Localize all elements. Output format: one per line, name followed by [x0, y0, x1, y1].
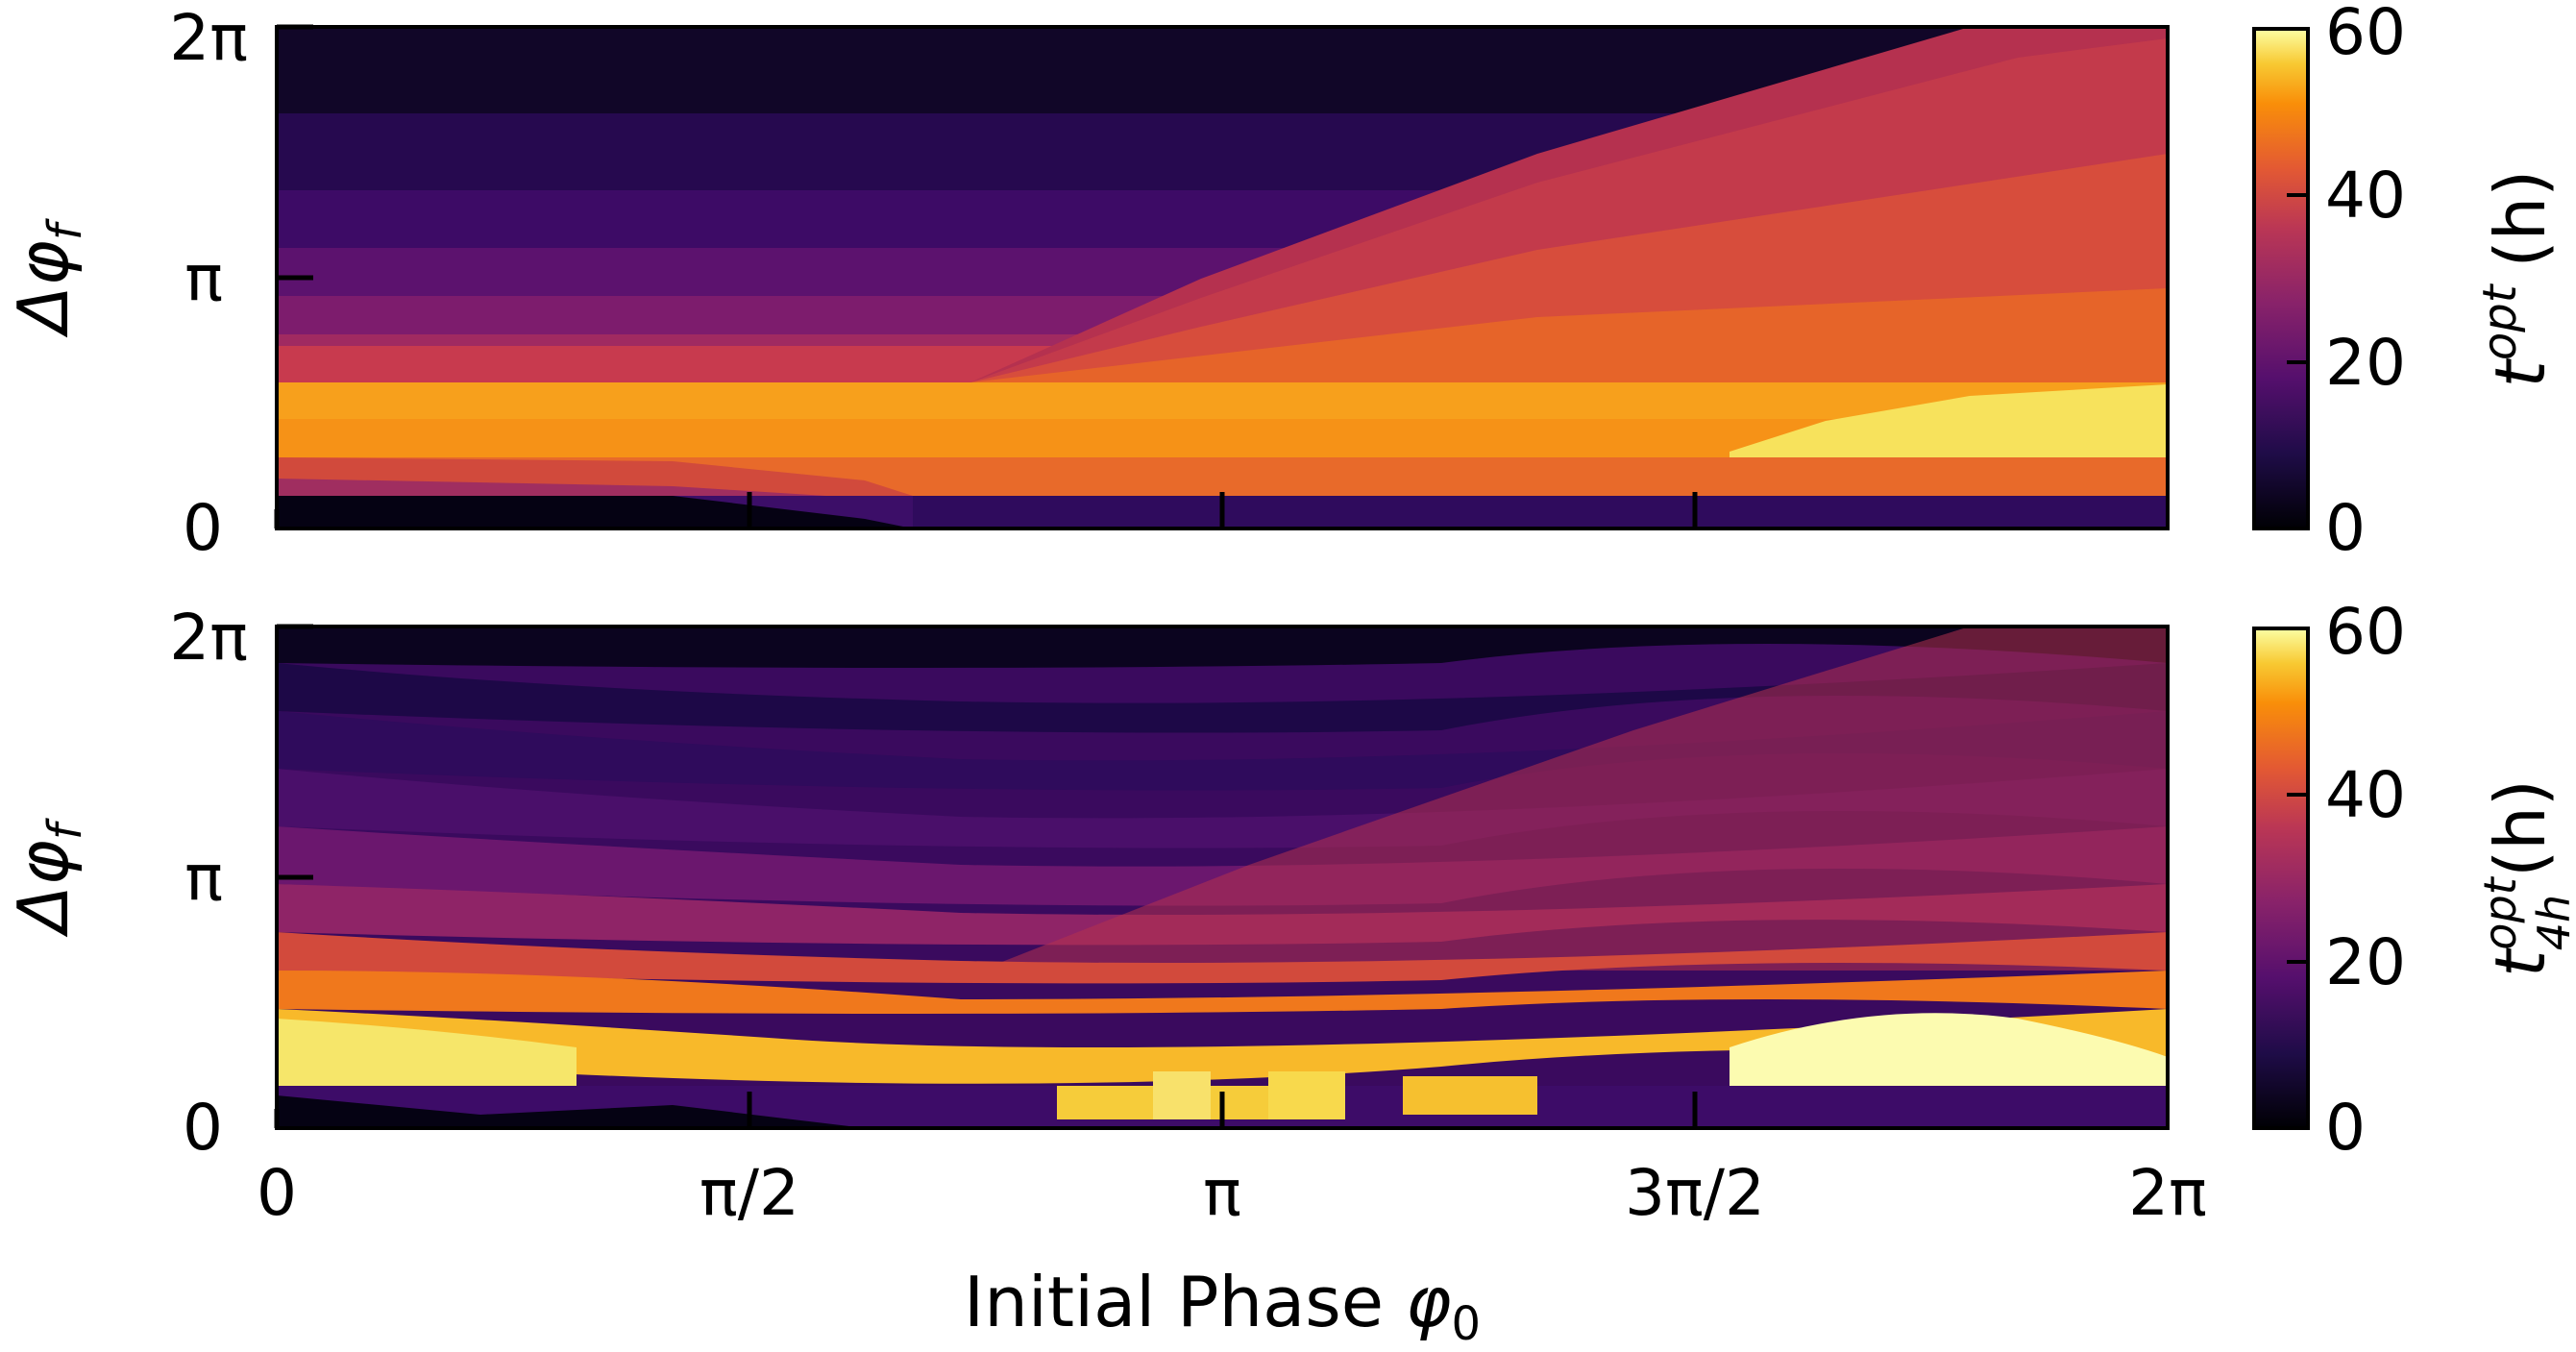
x-axis-title-text: Initial Phase — [964, 1262, 1406, 1342]
top-heatmap-panel: 0 π 2π Δφf — [3, 1, 2170, 565]
bottom-y-tick-label-pi: π — [184, 841, 223, 915]
x-axis-title-symbol: φ — [1406, 1262, 1452, 1342]
bottom-cbar-title-sub: 4h — [2528, 895, 2576, 950]
bottom-ylabel: Δφf — [3, 818, 92, 938]
top-ylabel: Δφf — [3, 218, 92, 338]
top-cbar-label-40: 40 — [2325, 159, 2406, 233]
bottom-cbar-title-unit: (h) — [2480, 779, 2561, 877]
top-cbar-title-sup: opt — [2473, 283, 2527, 360]
bottom-cbar-label-60: 60 — [2325, 595, 2406, 669]
top-cbar-title-unit: (h) — [2480, 170, 2561, 268]
top-y-tick-label-2pi: 2π — [169, 1, 248, 75]
top-cbar-label-60: 60 — [2325, 0, 2406, 69]
top-ylabel-sub: f — [38, 218, 92, 240]
x-tick-label-0: 0 — [257, 1156, 297, 1230]
bottom-cbar-title-sup: opt — [2474, 875, 2526, 949]
bottom-heatmap-panel: 0 π 2π Δφf 0 π/2 π 3π/2 2π Initial Phase… — [3, 601, 2207, 1351]
bottom-colorbar-gradient — [2252, 627, 2310, 1130]
bottom-y-tick-label-0: 0 — [183, 1091, 223, 1165]
bottom-y-tick-label-2pi: 2π — [169, 601, 248, 675]
x-tick-label-3pi2: 3π/2 — [1625, 1156, 1765, 1230]
bottom-cbar-label-40: 40 — [2325, 758, 2406, 832]
bottom-colorbar: 0 20 40 60 topt4h (h) — [2252, 595, 2576, 1165]
top-y-tick-label-0: 0 — [183, 491, 223, 565]
svg-text:topt(h): topt (h) — [2473, 170, 2561, 388]
svg-text:topt4h(h): topt4h (h) — [2474, 779, 2576, 977]
top-colorbar: 0 20 40 60 topt (h) — [2252, 0, 2561, 565]
x-tick-label-2pi: 2π — [2128, 1156, 2207, 1230]
top-ylabel-main: Δφ — [3, 240, 84, 338]
bottom-cbar-label-20: 20 — [2325, 925, 2406, 999]
top-cbar-label-0: 0 — [2325, 491, 2366, 565]
svg-text:Δφf: Δφf — [3, 818, 92, 938]
bottom-ylabel-sub: f — [38, 818, 92, 840]
top-colorbar-gradient — [2252, 27, 2310, 530]
bottom-ylabel-main: Δφ — [3, 840, 84, 938]
bottom-cbar-label-0: 0 — [2325, 1091, 2366, 1165]
bottom-colorbar-title: topt4h (h) — [2474, 779, 2576, 977]
x-axis-title-sub: 0 — [1451, 1297, 1481, 1351]
top-cbar-label-20: 20 — [2325, 326, 2406, 400]
top-heatmap-cells — [277, 27, 2168, 529]
top-colorbar-title: topt (h) — [2473, 170, 2561, 388]
top-y-tick-label-pi: π — [184, 241, 223, 315]
bottom-heatmap-cells — [277, 627, 2168, 1128]
top-cbar-title-main: t — [2480, 357, 2561, 387]
svg-text:Δφf: Δφf — [3, 218, 92, 338]
x-tick-label-pi: π — [1203, 1156, 1241, 1230]
x-axis-title: Initial Phase φ0 — [964, 1262, 1481, 1351]
x-tick-label-pi2: π/2 — [699, 1156, 799, 1230]
bottom-cbar-title-main: t — [2480, 947, 2561, 977]
